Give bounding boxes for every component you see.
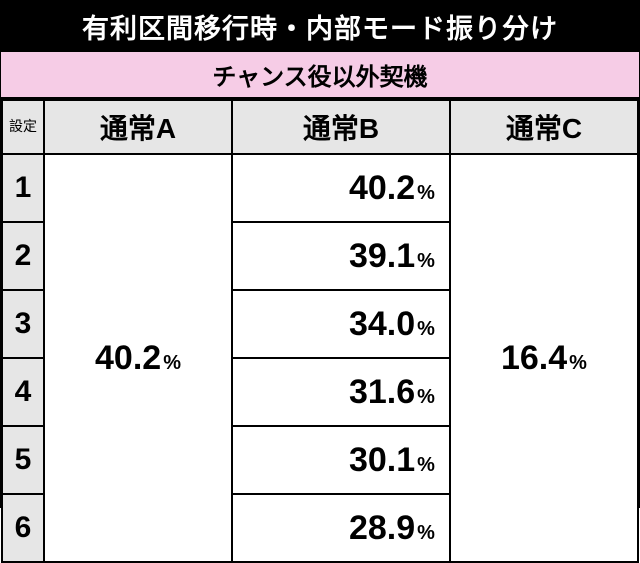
- mode-b-value: 28.9: [349, 509, 415, 547]
- mode-b-value: 39.1: [349, 237, 415, 275]
- mode-c-value: 16.4: [501, 339, 567, 377]
- setting-cell: 1: [2, 154, 44, 222]
- table-container: 有利区間移行時・内部モード振り分け チャンス役以外契機 設定 通常A 通常B 通…: [0, 0, 640, 508]
- mode-b-cell: 40.2%: [232, 154, 450, 222]
- percent-unit: %: [163, 352, 181, 374]
- setting-cell: 5: [2, 426, 44, 494]
- mode-b-cell: 30.1%: [232, 426, 450, 494]
- percent-unit: %: [569, 352, 587, 374]
- col-header-a: 通常A: [44, 100, 232, 154]
- setting-cell: 3: [2, 290, 44, 358]
- percent-unit: %: [417, 454, 435, 476]
- subtitle-bar: チャンス役以外契機: [1, 52, 639, 99]
- percent-unit: %: [417, 250, 435, 272]
- title-bar: 有利区間移行時・内部モード振り分け: [1, 1, 639, 52]
- mode-b-value: 40.2: [349, 169, 415, 207]
- mode-a-value: 40.2: [95, 339, 161, 377]
- mode-b-value: 31.6: [349, 373, 415, 411]
- mode-c-cell: 16.4%: [450, 154, 638, 562]
- col-header-b: 通常B: [232, 100, 450, 154]
- mode-b-cell: 28.9%: [232, 494, 450, 562]
- header-row: 設定 通常A 通常B 通常C: [2, 100, 638, 154]
- percent-unit: %: [417, 318, 435, 340]
- setting-cell: 6: [2, 494, 44, 562]
- mode-b-cell: 31.6%: [232, 358, 450, 426]
- setting-cell: 2: [2, 222, 44, 290]
- col-header-setting: 設定: [2, 100, 44, 154]
- mode-b-cell: 34.0%: [232, 290, 450, 358]
- mode-a-cell: 40.2%: [44, 154, 232, 562]
- setting-cell: 4: [2, 358, 44, 426]
- percent-unit: %: [417, 182, 435, 204]
- mode-b-value: 34.0: [349, 305, 415, 343]
- col-header-c: 通常C: [450, 100, 638, 154]
- mode-b-cell: 39.1%: [232, 222, 450, 290]
- percent-unit: %: [417, 522, 435, 544]
- percent-unit: %: [417, 386, 435, 408]
- mode-table: 設定 通常A 通常B 通常C 1 40.2% 40.2% 16.4% 2: [1, 99, 639, 563]
- mode-b-value: 30.1: [349, 441, 415, 479]
- table-row: 1 40.2% 40.2% 16.4%: [2, 154, 638, 222]
